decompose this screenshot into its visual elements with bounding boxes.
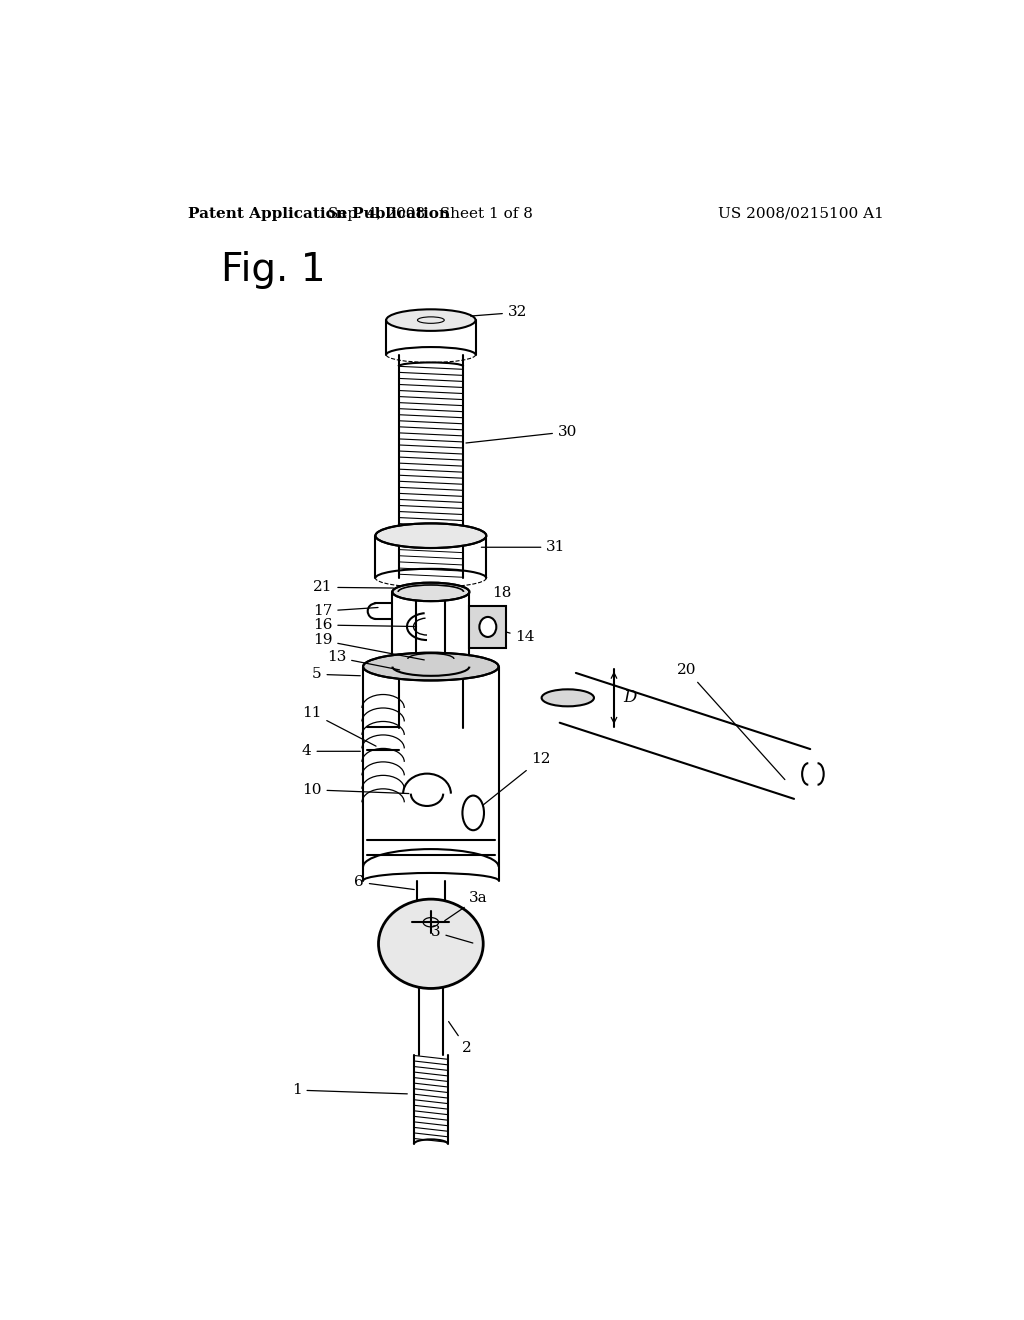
Text: 13: 13 xyxy=(327,651,399,671)
Text: 12: 12 xyxy=(475,752,551,812)
Text: US 2008/0215100 A1: US 2008/0215100 A1 xyxy=(718,207,884,220)
Text: 20: 20 xyxy=(677,664,784,780)
Text: 17: 17 xyxy=(313,605,378,618)
Text: 21: 21 xyxy=(312,581,393,594)
Ellipse shape xyxy=(463,796,484,830)
Text: Sep. 4, 2008   Sheet 1 of 8: Sep. 4, 2008 Sheet 1 of 8 xyxy=(329,207,534,220)
Text: 19: 19 xyxy=(312,634,424,660)
Text: 32: 32 xyxy=(471,305,527,319)
Text: 3a: 3a xyxy=(444,891,488,920)
Text: 5: 5 xyxy=(312,668,360,681)
Text: 31: 31 xyxy=(481,540,565,554)
Text: 18: 18 xyxy=(493,586,512,609)
Text: Patent Application Publication: Patent Application Publication xyxy=(188,207,451,220)
Ellipse shape xyxy=(418,317,444,323)
Ellipse shape xyxy=(392,582,469,601)
Ellipse shape xyxy=(386,309,475,331)
Text: 30: 30 xyxy=(466,425,578,444)
Ellipse shape xyxy=(364,653,499,681)
Text: 3: 3 xyxy=(431,925,473,942)
Text: 2: 2 xyxy=(449,1022,471,1055)
Text: 4: 4 xyxy=(302,744,360,758)
Ellipse shape xyxy=(379,899,483,989)
Ellipse shape xyxy=(376,523,486,548)
Text: 1: 1 xyxy=(292,1084,408,1097)
Text: 10: 10 xyxy=(302,783,409,797)
Text: D: D xyxy=(624,689,637,706)
Text: Fig. 1: Fig. 1 xyxy=(221,251,326,289)
Bar xyxy=(469,606,506,648)
Ellipse shape xyxy=(542,689,594,706)
Text: 14: 14 xyxy=(490,628,536,644)
Ellipse shape xyxy=(479,616,497,638)
Text: 16: 16 xyxy=(312,618,417,632)
Text: 11: 11 xyxy=(302,706,376,746)
Text: 6: 6 xyxy=(354,875,415,890)
